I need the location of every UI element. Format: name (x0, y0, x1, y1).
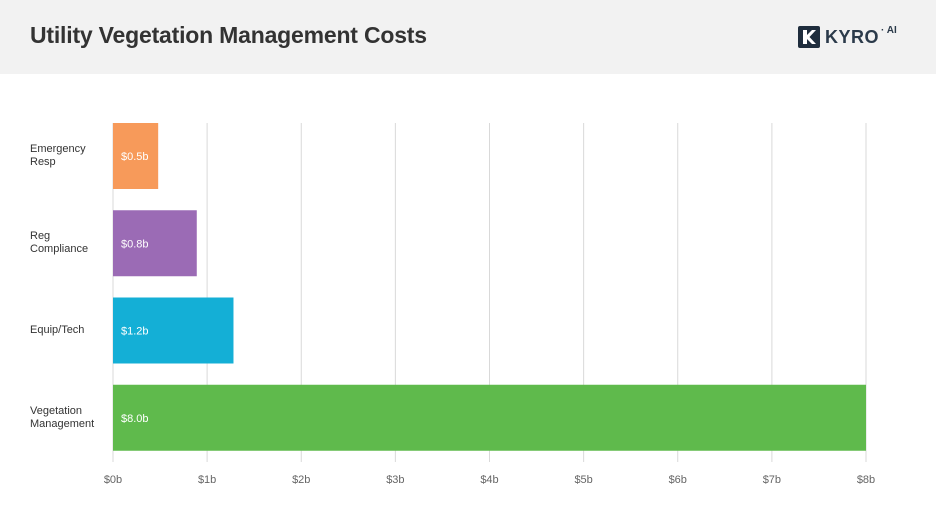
x-tick-label: $5b (574, 474, 592, 486)
bar-data-label: $8.0b (121, 413, 149, 425)
category-label: Reg Compliance (30, 230, 110, 256)
bar-data-label: $0.5b (121, 151, 149, 163)
x-axis-ticks: $0b $1b $2b $3b $4b $5b $6b $7b $8b (104, 474, 875, 486)
x-tick-label: $7b (763, 474, 781, 486)
category-label: Equip/Tech (30, 324, 110, 337)
chart-title: Utility Vegetation Management Costs (30, 22, 427, 48)
x-tick-label: $0b (104, 474, 122, 486)
category-label-line: Reg (30, 230, 51, 243)
kyro-logo-icon (798, 26, 820, 48)
logo-suffix: · AI (881, 24, 897, 36)
category-label-line: Vegetation (30, 404, 82, 417)
bar (113, 297, 234, 364)
bars: $0.5b $0.8b $1.2b $8.0b (113, 123, 866, 451)
x-tick-label: $1b (198, 474, 216, 486)
bar (113, 123, 159, 189)
x-tick-label: $3b (386, 474, 404, 486)
x-tick-label: $8b (857, 474, 875, 486)
bar (113, 210, 197, 277)
bar-data-label: $1.2b (121, 326, 149, 338)
category-label-line: Equip/Tech (30, 324, 85, 336)
x-tick-label: $2b (292, 474, 310, 486)
header-bar: Utility Vegetation Management Costs KYRO… (0, 0, 936, 74)
bar-data-label: $0.8b (121, 238, 149, 250)
logo-text: KYRO (825, 26, 880, 47)
category-label: Emergency Resp (30, 143, 110, 169)
kyro-logo: KYRO · AI (798, 24, 897, 50)
x-tick-label: $4b (480, 474, 498, 486)
category-label-line: Management (30, 417, 95, 430)
x-tick-label: $6b (669, 474, 687, 486)
bar (113, 384, 866, 451)
category-label-line: Emergency (30, 143, 86, 155)
category-label: Vegetation Management (30, 405, 110, 431)
category-label-line: Resp (30, 156, 56, 168)
category-label-line: Compliance (30, 243, 89, 256)
